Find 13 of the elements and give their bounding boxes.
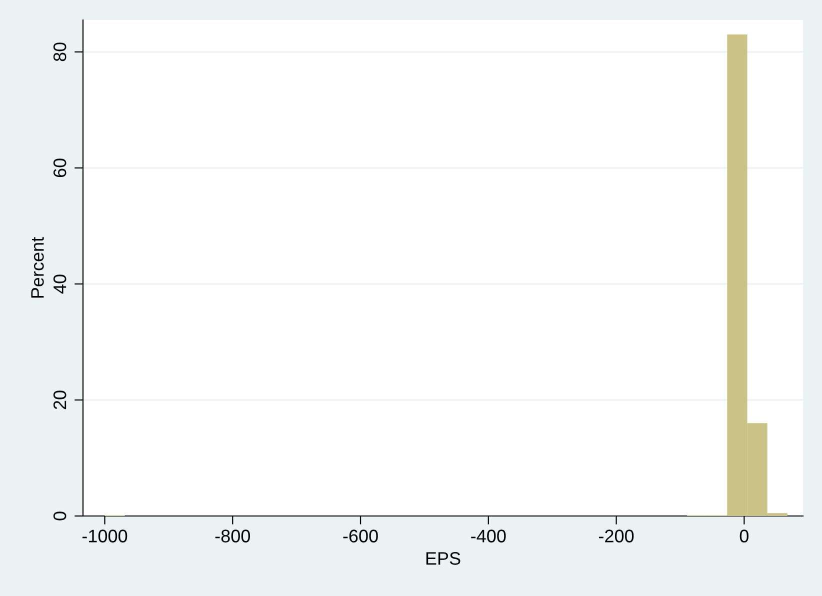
y-tick-label: 60 xyxy=(53,158,66,178)
y-tick-label: 0 xyxy=(53,512,66,520)
x-tick-label: -600 xyxy=(343,530,378,542)
x-tick-label: -800 xyxy=(215,530,250,542)
y-tick-label: 20 xyxy=(53,390,66,410)
x-tick-label: -400 xyxy=(471,530,506,542)
y-tick-label: 80 xyxy=(53,42,66,62)
x-tick-label: -200 xyxy=(599,530,634,542)
x-axis-title: EPS xyxy=(426,552,460,565)
x-tick-label: 0 xyxy=(740,530,748,542)
y-tick-label: 40 xyxy=(53,274,66,294)
y-axis-title: Percent xyxy=(31,237,44,298)
x-tick-label: -1000 xyxy=(82,530,128,542)
